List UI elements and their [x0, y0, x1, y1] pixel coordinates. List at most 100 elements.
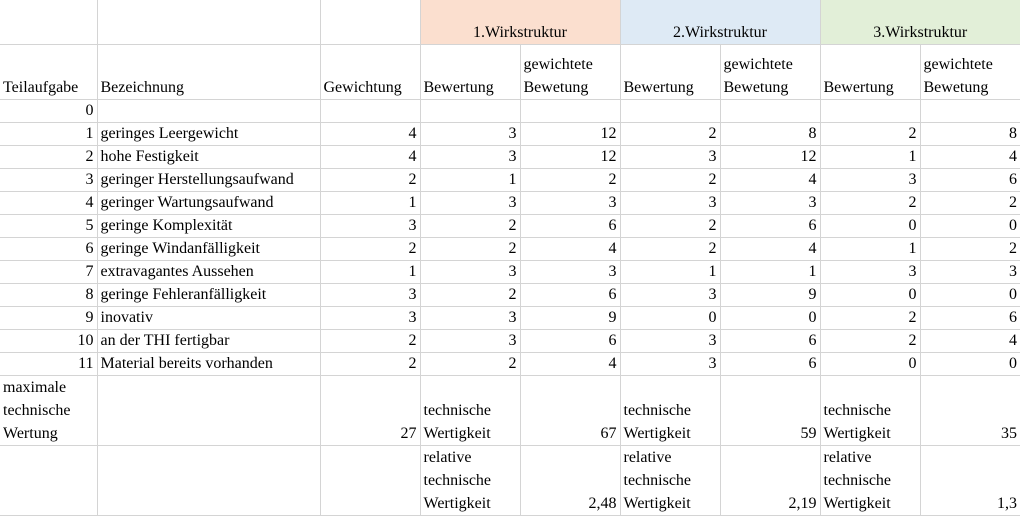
row-name[interactable]: geringe Fehleranfälligkeit [97, 283, 321, 307]
row-name[interactable]: extravagantes Aussehen [97, 260, 321, 284]
tw-value-3[interactable]: 35 [920, 375, 1020, 446]
rating-2[interactable]: 2 [620, 214, 721, 238]
weighted-2[interactable]: 4 [720, 237, 821, 261]
rating-3[interactable]: 2 [820, 329, 921, 353]
row-number[interactable]: 0 [0, 99, 98, 123]
rating-2[interactable]: 3 [620, 191, 721, 215]
cell[interactable] [0, 0, 98, 45]
cell[interactable] [320, 445, 421, 516]
weighted-1[interactable]: 6 [520, 329, 621, 353]
row-name[interactable] [97, 99, 321, 123]
rel-value-1[interactable]: 2,48 [520, 445, 621, 516]
row-name[interactable]: geringes Leergewicht [97, 122, 321, 146]
rating-2[interactable]: 3 [620, 329, 721, 353]
rating-1[interactable]: 2 [420, 214, 521, 238]
rating-2[interactable]: 1 [620, 260, 721, 284]
row-number[interactable]: 4 [0, 191, 98, 215]
weighted-2[interactable]: 9 [720, 283, 821, 307]
rating-1[interactable]: 2 [420, 283, 521, 307]
tw-label-3[interactable]: technische Wertigkeit [820, 375, 921, 446]
weighted-1[interactable]: 4 [520, 237, 621, 261]
header-gewichtete-2[interactable]: gewichtete Bewetung [720, 44, 821, 100]
rating-3[interactable]: 0 [820, 283, 921, 307]
header-bewertung-1[interactable]: Bewertung [420, 44, 521, 100]
weighted-2[interactable]: 1 [720, 260, 821, 284]
weighted-3[interactable]: 3 [920, 260, 1020, 284]
row-number[interactable]: 9 [0, 306, 98, 330]
rating-1[interactable]: 3 [420, 122, 521, 146]
weighted-2[interactable]: 6 [720, 329, 821, 353]
rating-2[interactable]: 0 [620, 306, 721, 330]
row-weight[interactable]: 2 [320, 329, 421, 353]
row-name[interactable]: geringer Herstellungsaufwand [97, 168, 321, 192]
rating-2[interactable]: 2 [620, 168, 721, 192]
row-name[interactable]: geringe Komplexität [97, 214, 321, 238]
weighted-3[interactable]: 0 [920, 352, 1020, 376]
header-teilaufgabe[interactable]: Teilaufgabe [0, 44, 98, 100]
row-weight[interactable]: 1 [320, 191, 421, 215]
weighted-1[interactable]: 3 [520, 260, 621, 284]
weighted-3[interactable] [920, 99, 1020, 123]
weighted-3[interactable]: 6 [920, 306, 1020, 330]
weighted-1[interactable]: 4 [520, 352, 621, 376]
rel-label-3[interactable]: relative technische Wertigkeit [820, 445, 921, 516]
rating-3[interactable]: 1 [820, 145, 921, 169]
rating-3[interactable]: 0 [820, 214, 921, 238]
row-weight[interactable]: 4 [320, 145, 421, 169]
rating-2[interactable]: 2 [620, 237, 721, 261]
rating-1[interactable]: 1 [420, 168, 521, 192]
header-bezeichnung[interactable]: Bezeichnung [97, 44, 321, 100]
weighted-2[interactable] [720, 99, 821, 123]
rel-label-1[interactable]: relative technische Wertigkeit [420, 445, 521, 516]
group-header-1[interactable]: 1.Wirkstruktur [420, 0, 621, 45]
group-header-2[interactable]: 2.Wirkstruktur [620, 0, 821, 45]
rating-1[interactable]: 3 [420, 306, 521, 330]
tw-label-2[interactable]: technische Wertigkeit [620, 375, 721, 446]
row-weight[interactable]: 4 [320, 122, 421, 146]
tw-label-1[interactable]: technische Wertigkeit [420, 375, 521, 446]
rel-value-3[interactable]: 1,3 [920, 445, 1020, 516]
row-number[interactable]: 2 [0, 145, 98, 169]
row-name[interactable]: hohe Festigkeit [97, 145, 321, 169]
cell[interactable] [97, 375, 321, 446]
weighted-1[interactable] [520, 99, 621, 123]
weighted-1[interactable]: 6 [520, 214, 621, 238]
row-weight[interactable]: 1 [320, 260, 421, 284]
rating-1[interactable]: 3 [420, 329, 521, 353]
row-number[interactable]: 10 [0, 329, 98, 353]
weighted-3[interactable]: 0 [920, 214, 1020, 238]
rating-1[interactable]: 2 [420, 352, 521, 376]
rating-2[interactable]: 3 [620, 283, 721, 307]
cell[interactable] [0, 445, 98, 516]
weighted-3[interactable]: 6 [920, 168, 1020, 192]
header-gewichtung[interactable]: Gewichtung [320, 44, 421, 100]
rating-2[interactable]: 2 [620, 122, 721, 146]
rating-3[interactable]: 3 [820, 260, 921, 284]
rating-1[interactable]: 3 [420, 145, 521, 169]
row-name[interactable]: inovativ [97, 306, 321, 330]
rating-1[interactable]: 2 [420, 237, 521, 261]
row-weight[interactable]: 2 [320, 168, 421, 192]
cell[interactable] [97, 0, 321, 45]
weighted-2[interactable]: 0 [720, 306, 821, 330]
row-weight[interactable]: 3 [320, 214, 421, 238]
row-name[interactable]: geringe Windanfälligkeit [97, 237, 321, 261]
max-value[interactable]: 27 [320, 375, 421, 446]
rating-1[interactable]: 3 [420, 191, 521, 215]
rel-label-2[interactable]: relative technische Wertigkeit [620, 445, 721, 516]
row-weight[interactable]: 2 [320, 237, 421, 261]
row-number[interactable]: 8 [0, 283, 98, 307]
weighted-3[interactable]: 4 [920, 145, 1020, 169]
rating-1[interactable]: 3 [420, 260, 521, 284]
group-header-3[interactable]: 3.Wirkstruktur [820, 0, 1020, 45]
max-label[interactable]: maximale technische Wertung [0, 375, 98, 446]
rating-2[interactable]: 3 [620, 145, 721, 169]
row-number[interactable]: 11 [0, 352, 98, 376]
rating-3[interactable]: 3 [820, 168, 921, 192]
cell[interactable] [97, 445, 321, 516]
weighted-1[interactable]: 6 [520, 283, 621, 307]
header-bewertung-2[interactable]: Bewertung [620, 44, 721, 100]
rating-2[interactable] [620, 99, 721, 123]
row-weight[interactable]: 3 [320, 283, 421, 307]
weighted-2[interactable]: 12 [720, 145, 821, 169]
